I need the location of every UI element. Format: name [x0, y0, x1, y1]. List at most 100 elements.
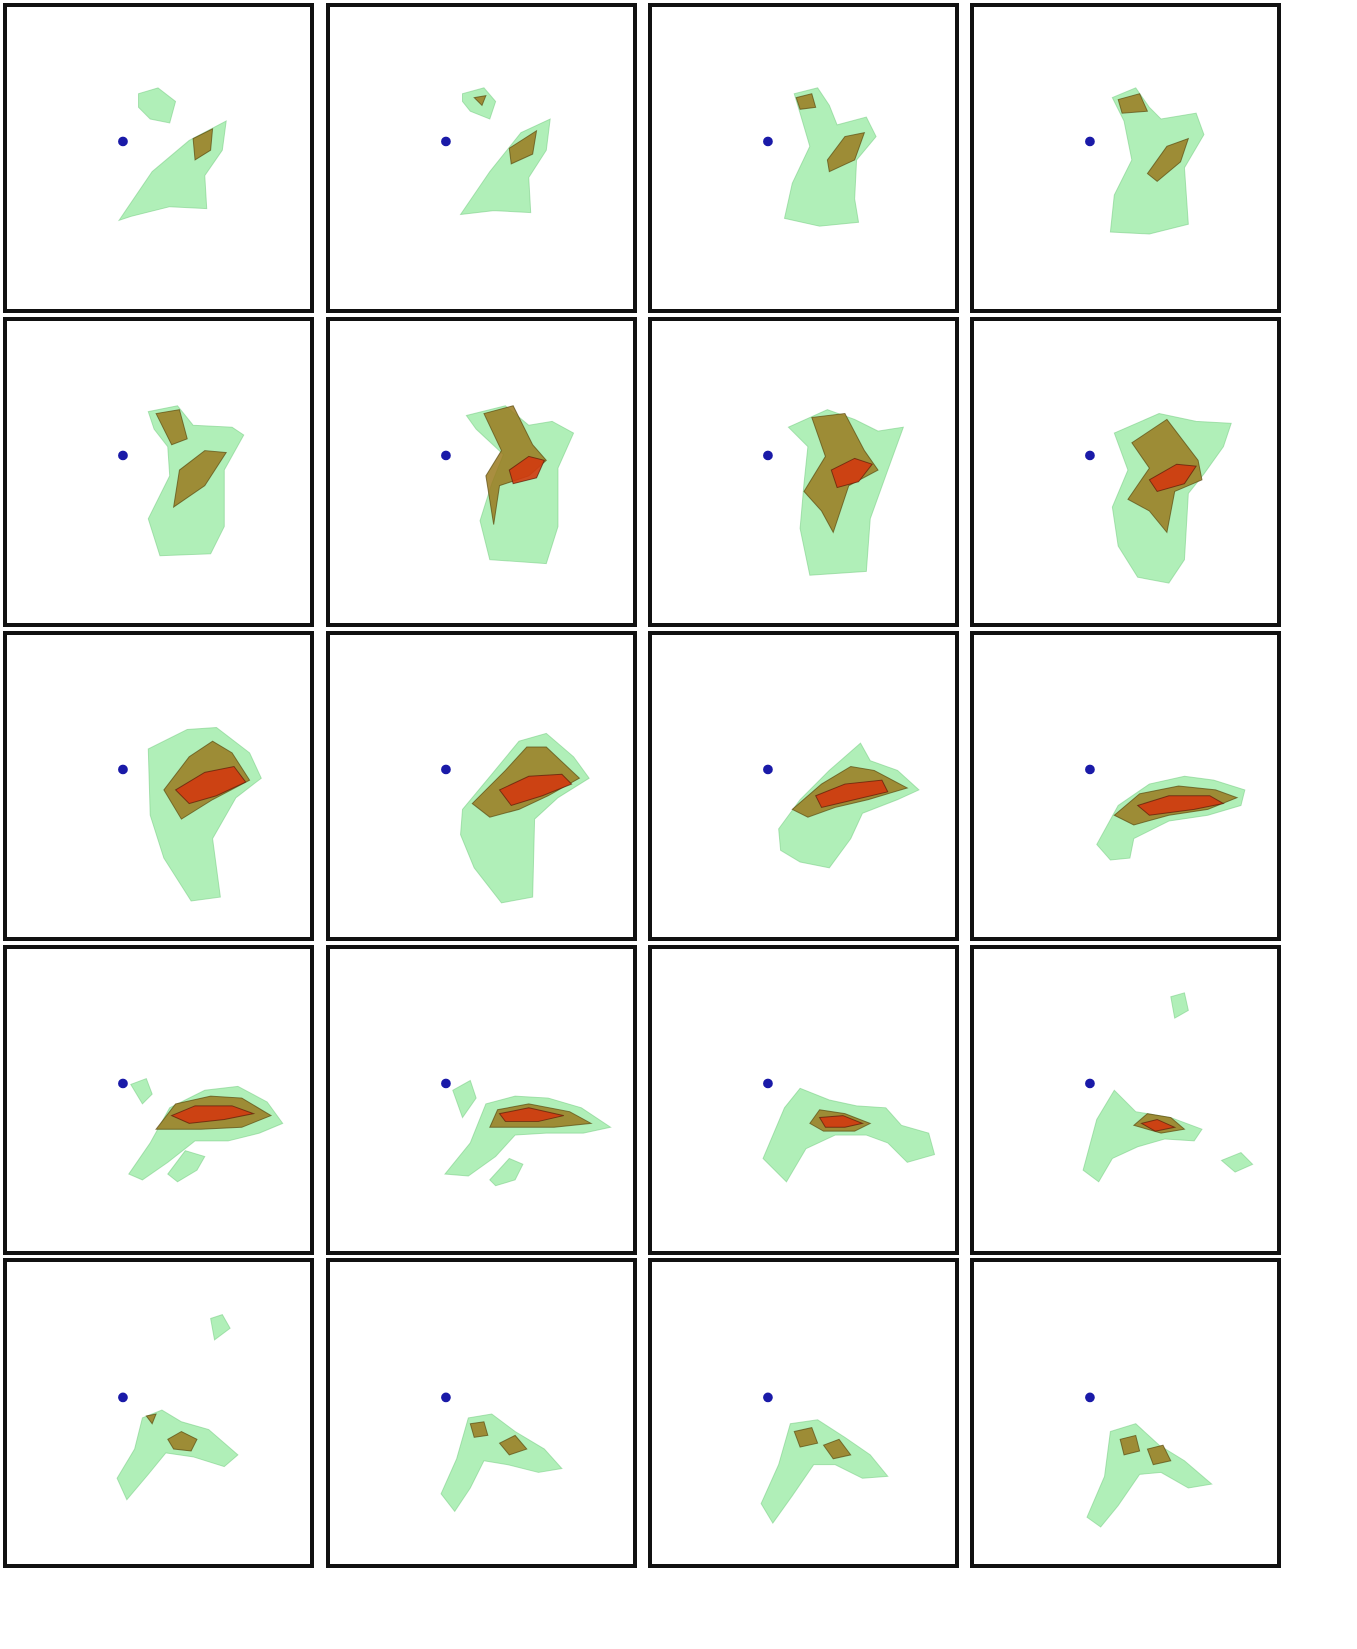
reference-point-marker — [441, 1078, 451, 1089]
frame-panel-14 — [326, 945, 637, 1255]
isosurface-render — [118, 405, 245, 557]
isosurface-render — [441, 732, 590, 904]
outer-isosurface — [167, 1150, 206, 1183]
reference-point-marker — [118, 136, 128, 147]
frame-panel-5 — [3, 317, 314, 627]
reference-point-marker — [763, 1078, 773, 1089]
reference-point-marker — [1085, 450, 1095, 461]
isosurface-render — [1085, 1392, 1213, 1528]
isosurface-render — [1085, 764, 1246, 861]
isosurface-render — [762, 1078, 936, 1183]
inner-isosurface — [815, 779, 889, 808]
frame-panel-1 — [3, 3, 314, 313]
inner-isosurface — [170, 1105, 256, 1124]
reference-point-marker — [763, 450, 773, 461]
frame-panel-18 — [326, 1258, 637, 1568]
outer-isosurface — [489, 1157, 524, 1187]
reference-point-marker — [1085, 764, 1095, 775]
isosurface-render — [1085, 87, 1205, 235]
isosurface-render — [118, 1077, 284, 1183]
reference-point-marker — [763, 136, 773, 147]
outer-isosurface — [138, 87, 177, 124]
middle-isosurface — [192, 127, 214, 161]
middle-isosurface — [793, 1427, 819, 1448]
frame-panel-11 — [648, 631, 959, 941]
isosurface-render — [441, 1078, 612, 1187]
isosurface-render — [116, 1314, 239, 1501]
outer-isosurface — [116, 1409, 239, 1501]
frame-panel-2 — [326, 3, 637, 313]
isosurface-render — [441, 87, 551, 216]
isosurface-render — [1082, 992, 1254, 1183]
inner-isosurface — [508, 455, 546, 485]
reference-point-marker — [118, 1078, 128, 1089]
isosurface-render — [118, 727, 262, 902]
outer-isosurface — [1082, 1089, 1203, 1183]
reference-point-marker — [118, 450, 128, 461]
isosurface-render — [1085, 413, 1232, 584]
outer-isosurface — [440, 1413, 563, 1513]
frame-panel-9 — [3, 631, 314, 941]
frame-panel-7 — [648, 317, 959, 627]
outer-isosurface — [1086, 1423, 1213, 1528]
middle-isosurface — [172, 450, 228, 509]
inner-isosurface — [1136, 795, 1225, 816]
inner-isosurface — [830, 457, 873, 489]
middle-isosurface — [1146, 1444, 1172, 1466]
middle-isosurface — [1146, 137, 1190, 183]
reference-point-marker — [1085, 136, 1095, 147]
middle-isosurface — [498, 1434, 528, 1456]
middle-isosurface — [167, 1430, 198, 1452]
isosurface-render — [760, 1392, 889, 1524]
outer-isosurface — [459, 118, 551, 216]
inner-isosurface — [498, 773, 573, 807]
reference-point-marker — [1085, 1078, 1095, 1089]
reference-point-marker — [763, 1392, 773, 1403]
inner-isosurface — [818, 1115, 865, 1128]
middle-isosurface — [795, 93, 817, 110]
frame-panel-13 — [3, 945, 314, 1255]
middle-isosurface — [155, 409, 188, 446]
frame-panel-8 — [970, 317, 1281, 627]
middle-isosurface — [469, 1421, 489, 1438]
reference-point-marker — [118, 1392, 128, 1403]
middle-isosurface — [1117, 93, 1149, 114]
frame-panel-19 — [648, 1258, 959, 1568]
isosurface-render — [763, 87, 877, 227]
middle-isosurface — [145, 1413, 157, 1425]
reference-point-marker — [441, 136, 451, 147]
frame-panel-12 — [970, 631, 1281, 941]
reference-point-marker — [118, 764, 128, 775]
outer-isosurface — [762, 1087, 936, 1183]
outer-isosurface — [1220, 1152, 1254, 1173]
isosurface-render — [763, 742, 920, 869]
frame-panel-15 — [648, 945, 959, 1255]
inner-isosurface — [1140, 1118, 1177, 1132]
middle-isosurface — [826, 132, 866, 173]
middle-isosurface — [1119, 1434, 1141, 1456]
isosurface-render — [763, 409, 905, 576]
frame-panel-16 — [970, 945, 1281, 1255]
inner-isosurface — [498, 1107, 564, 1122]
isosurface-render — [441, 405, 575, 565]
outer-isosurface — [778, 742, 920, 869]
outer-isosurface — [130, 1077, 153, 1105]
frame-panel-10 — [326, 631, 637, 941]
reference-point-marker — [763, 764, 773, 775]
frame-panel-4 — [970, 3, 1281, 313]
outer-isosurface — [1170, 992, 1189, 1019]
isosurface-render — [440, 1392, 563, 1513]
frame-panel-3 — [648, 3, 959, 313]
middle-isosurface — [508, 129, 538, 165]
outer-isosurface — [760, 1419, 889, 1524]
reference-point-marker — [441, 764, 451, 775]
reference-point-marker — [441, 1392, 451, 1403]
outer-isosurface — [210, 1314, 231, 1341]
middle-isosurface — [473, 95, 487, 107]
outer-isosurface — [462, 87, 497, 120]
reference-point-marker — [1085, 1392, 1095, 1403]
frame-panel-17 — [3, 1258, 314, 1568]
inner-isosurface — [174, 765, 247, 805]
middle-isosurface — [822, 1438, 852, 1460]
